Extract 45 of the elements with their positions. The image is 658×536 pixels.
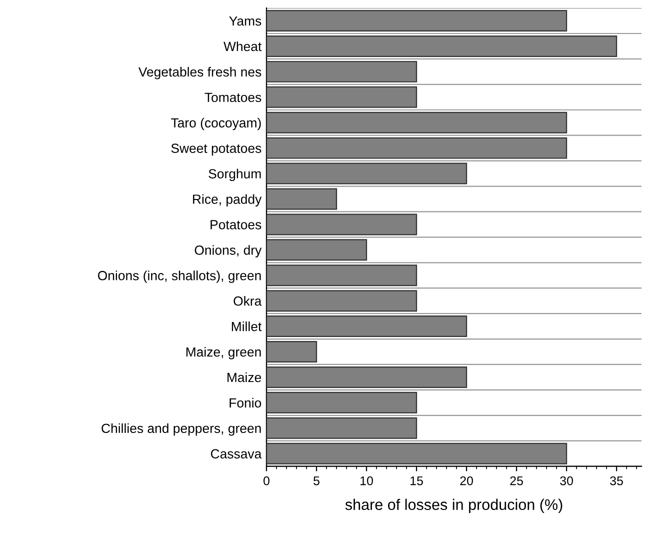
x-tick-label: 0	[264, 476, 270, 486]
bar	[266, 290, 418, 312]
y-tick-label: Millet	[232, 322, 262, 332]
bar	[266, 188, 338, 210]
x-tick-label: 35	[610, 476, 623, 486]
bar	[266, 112, 568, 134]
bar	[266, 162, 468, 184]
bar	[266, 366, 468, 388]
y-tick-label: Onions (inc, shallots), green	[98, 270, 261, 283]
y-tick-label: Taro (cocoyam)	[171, 118, 261, 130]
y-tick-label: Sweet potatoes	[171, 144, 262, 156]
y-tick-label: Wheat	[224, 41, 262, 52]
bar	[266, 417, 418, 439]
bar	[266, 341, 318, 362]
x-axis-title: share of losses in producion (%)	[345, 498, 562, 514]
x-tick-label: 10	[360, 476, 373, 486]
bar	[266, 10, 568, 32]
y-tick-label: Sorghum	[208, 168, 261, 182]
bar	[266, 239, 368, 261]
bar	[266, 264, 418, 286]
bar	[266, 316, 468, 338]
x-tick-label: 30	[560, 476, 573, 486]
bar	[266, 442, 568, 464]
bar	[266, 35, 618, 57]
y-tick-label: Onions, dry	[194, 245, 262, 258]
y-tick-label: Rice, paddy	[193, 194, 262, 207]
bar	[266, 392, 418, 414]
bar	[266, 60, 418, 82]
y-tick-label: Okra	[234, 296, 262, 306]
y-tick-label: Chillies and peppers, green	[102, 423, 261, 436]
y-tick-label: Fonio	[230, 398, 262, 408]
y-tick-label: Vegetables fresh nes	[138, 66, 262, 80]
bar	[266, 86, 418, 108]
y-tick-label: Maize	[228, 372, 262, 382]
y-tick-label: Yams	[229, 16, 262, 26]
x-tick-label: 5	[314, 476, 320, 486]
x-tick-label: 25	[510, 476, 523, 486]
y-tick-label: Cassava	[210, 449, 262, 458]
y-tick-label: Maize, green	[186, 346, 261, 360]
x-tick-label: 15	[410, 476, 423, 486]
x-tick-label: 20	[460, 476, 473, 486]
y-tick-label: Tomatoes	[204, 92, 262, 102]
bar	[266, 137, 568, 159]
bar	[266, 214, 418, 236]
y-tick-label: Potatoes	[210, 220, 262, 230]
